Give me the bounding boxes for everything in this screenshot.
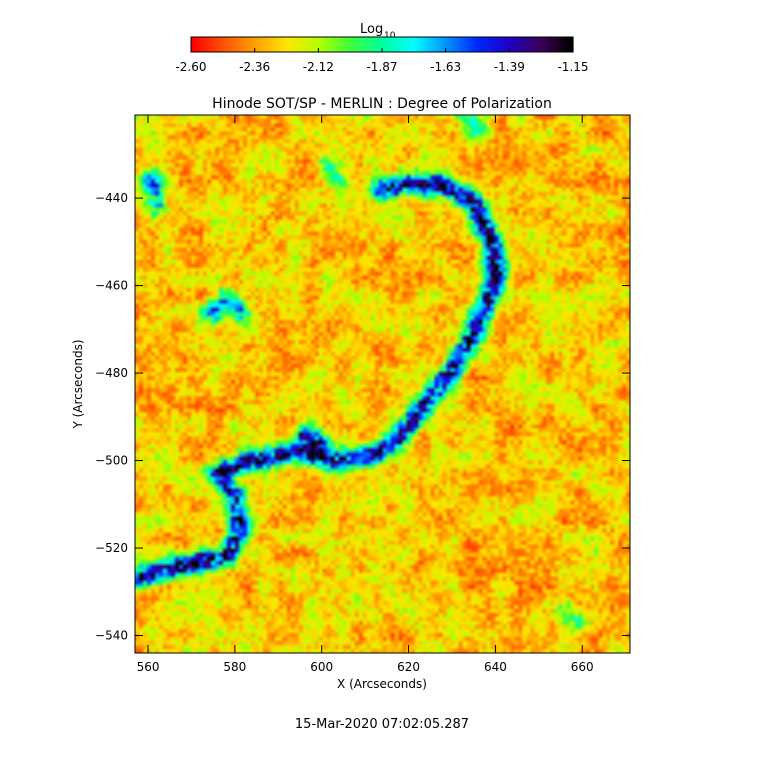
y-tick-label: −500 xyxy=(95,454,128,468)
colorbar-ticks: -2.60 -2.36 -2.12 -1.87 -1.63 -1.39 -1.15 xyxy=(175,48,589,74)
colorbar-label-sub: 10 xyxy=(384,31,396,41)
chart-title: Hinode SOT/SP - MERLIN : Degree of Polar… xyxy=(212,96,552,112)
colorbar-tick-label: -1.63 xyxy=(430,60,461,74)
colorbar-label-base: Log xyxy=(360,22,383,37)
x-axis: 560 580 600 620 640 660 xyxy=(137,115,594,674)
y-axis-label: Y (Arcseconds) xyxy=(71,339,85,429)
y-tick-label: −480 xyxy=(95,366,128,380)
x-axis-label: X (Arcseconds) xyxy=(337,677,427,691)
colorbar-tick-label: -1.87 xyxy=(366,60,397,74)
y-tick-label: −460 xyxy=(95,279,128,293)
y-tick-label: −540 xyxy=(95,629,128,643)
y-tick-label: −520 xyxy=(95,541,128,555)
plot-frame xyxy=(134,114,631,654)
colorbar xyxy=(190,36,574,53)
x-tick-label: 660 xyxy=(571,660,594,674)
x-tick-label: 580 xyxy=(223,660,246,674)
x-tick-label: 560 xyxy=(137,660,160,674)
colorbar-tick-label: -2.60 xyxy=(175,60,206,74)
colorbar-tick-label: -1.39 xyxy=(494,60,525,74)
heatmap-image xyxy=(135,115,630,653)
x-tick-label: 620 xyxy=(397,660,420,674)
y-tick-label: −440 xyxy=(95,191,128,205)
timestamp: 15-Mar-2020 07:02:05.287 xyxy=(295,717,469,732)
y-axis: −440 −460 −480 −500 −520 −540 xyxy=(95,191,630,643)
colorbar-tick-label: -2.12 xyxy=(303,60,334,74)
x-tick-label: 640 xyxy=(484,660,507,674)
colorbar-tick-label: -1.15 xyxy=(557,60,588,74)
colorbar-tick-label: -2.36 xyxy=(239,60,270,74)
x-tick-label: 600 xyxy=(310,660,333,674)
